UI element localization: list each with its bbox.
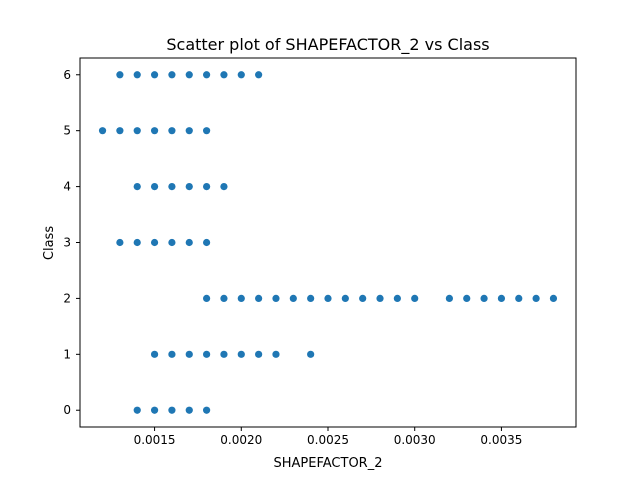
data-point [168, 350, 176, 358]
data-point [133, 406, 141, 414]
data-point [150, 71, 159, 79]
data-point [480, 294, 488, 303]
data-point [98, 127, 107, 135]
data-point [185, 182, 193, 191]
x-tick-label: 0.0015 [134, 433, 176, 447]
data-point [255, 350, 263, 358]
data-point [376, 294, 384, 303]
y-axis-label: Class [42, 226, 57, 260]
data-point [463, 294, 471, 303]
axes-layer: 0.0015 0.0020 0.0025 0.0030 0.0035 0 1 2 3 4 5 6 [63, 68, 522, 447]
data-point [116, 71, 124, 79]
y-tick-label: 1 [63, 347, 71, 361]
data-point [220, 182, 228, 191]
data-point [150, 406, 159, 414]
data-point [116, 127, 124, 135]
data-point [307, 294, 315, 303]
y-tick-label: 4 [63, 180, 71, 194]
data-point [359, 294, 367, 303]
data-point [220, 350, 228, 358]
y-tick-label: 0 [63, 403, 71, 417]
data-point [532, 294, 540, 303]
data-point [237, 294, 245, 303]
data-point [445, 294, 453, 303]
x-tick-label: 0.0030 [394, 433, 436, 447]
y-tick-label: 2 [63, 291, 71, 305]
data-point [116, 238, 124, 247]
data-point [255, 294, 263, 303]
data-point [393, 294, 401, 303]
x-tick-label: 0.0025 [307, 433, 349, 447]
data-point [220, 294, 228, 303]
data-point [307, 350, 315, 358]
data-point [497, 294, 506, 303]
data-point [185, 238, 193, 247]
data-point [203, 406, 211, 414]
data-point [133, 71, 141, 79]
data-point [185, 127, 193, 135]
data-point [185, 350, 193, 358]
data-point [289, 294, 297, 303]
data-point [168, 71, 176, 79]
data-point [203, 238, 211, 247]
data-point [168, 127, 176, 135]
y-tick-label: 3 [63, 236, 71, 250]
data-point [133, 127, 141, 135]
data-point [185, 71, 193, 79]
plot-frame [79, 57, 577, 428]
data-point [203, 294, 211, 303]
data-point [168, 182, 176, 191]
data-point [272, 294, 280, 303]
data-point [203, 127, 211, 135]
x-tick-label: 0.0035 [480, 433, 522, 447]
data-point [272, 350, 280, 358]
data-point [515, 294, 523, 303]
data-point [150, 127, 159, 135]
data-point [237, 350, 245, 358]
data-point [185, 406, 193, 414]
data-point [549, 294, 558, 303]
data-point [341, 294, 349, 303]
data-point [168, 238, 176, 247]
y-tick-label: 6 [63, 68, 71, 82]
data-point [203, 71, 211, 79]
data-point [168, 406, 176, 414]
data-point [220, 71, 228, 79]
data-point [203, 350, 211, 358]
data-point [133, 238, 141, 247]
data-point [150, 238, 159, 247]
chart-title: Scatter plot of SHAPEFACTOR_2 vs Class [166, 35, 489, 55]
data-point [150, 182, 159, 191]
data-point [237, 71, 245, 79]
points-layer [98, 71, 558, 414]
data-point [150, 350, 159, 358]
data-point [411, 294, 419, 303]
data-point [255, 71, 263, 79]
data-point [203, 182, 211, 191]
x-axis-label: SHAPEFACTOR_2 [274, 456, 383, 471]
x-tick-label: 0.0020 [220, 433, 262, 447]
data-point [133, 182, 141, 191]
y-tick-label: 5 [63, 124, 71, 138]
data-point [324, 294, 332, 303]
